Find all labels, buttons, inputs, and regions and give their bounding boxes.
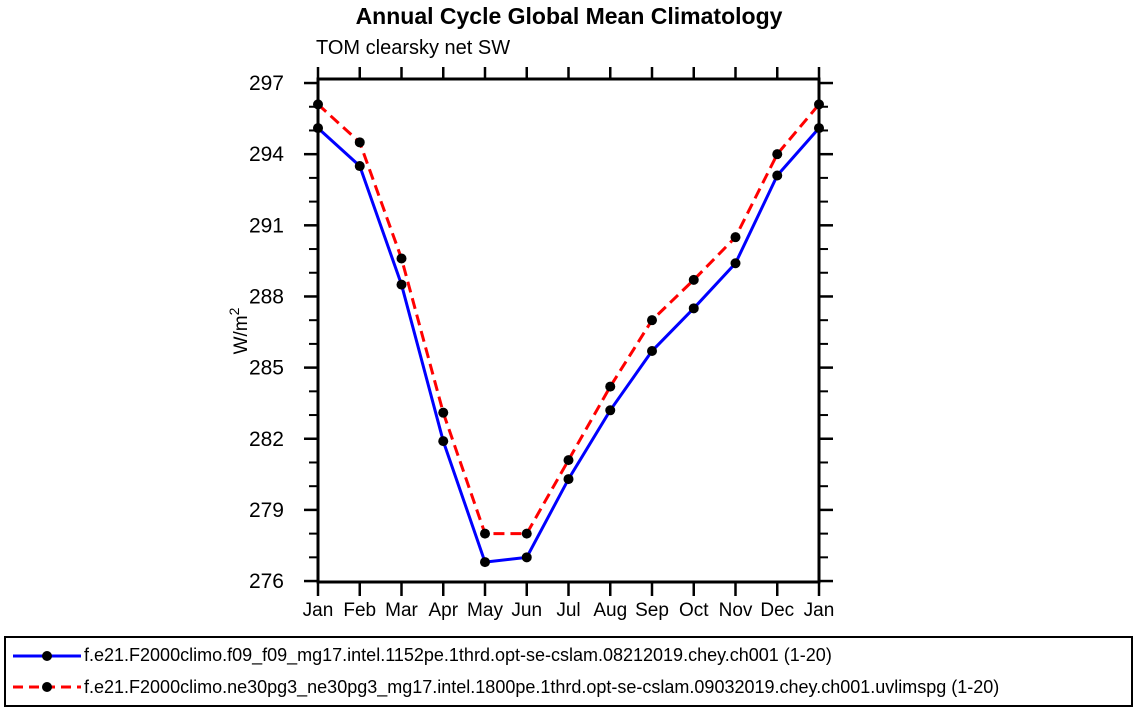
series-markers-0	[313, 123, 824, 568]
chart-subtitle: TOM clearsky net SW	[316, 37, 511, 59]
svg-text:Aug: Aug	[593, 600, 627, 621]
svg-text:282: 282	[249, 428, 284, 451]
legend-line-sample-1	[13, 682, 81, 693]
series-markers-1	[313, 99, 824, 539]
svg-text:Jan: Jan	[303, 600, 334, 621]
legend-line-sample-0	[13, 650, 81, 661]
legend-label-0: f.e21.F2000climo.f09_f09_mg17.intel.1152…	[84, 645, 832, 666]
svg-text:294: 294	[249, 143, 284, 166]
legend-marker-1	[42, 682, 52, 693]
svg-text:Oct: Oct	[679, 600, 709, 621]
svg-text:288: 288	[249, 285, 284, 308]
legend-marker-0	[42, 650, 52, 661]
svg-text:291: 291	[249, 214, 284, 237]
y-axis-label: W/m2	[226, 307, 252, 354]
plot-area: 276 279 282 285 288 291 294 297 Jan Feb Mar Apr May J…	[226, 67, 834, 621]
svg-text:Apr: Apr	[428, 600, 458, 621]
legend-item-0: f.e21.F2000climo.f09_f09_mg17.intel.1152…	[12, 642, 1131, 670]
legend-label-1: f.e21.F2000climo.ne30pg3_ne30pg3_mg17.in…	[84, 676, 1000, 697]
svg-text:279: 279	[249, 499, 284, 522]
axis-frame	[316, 77, 821, 584]
svg-text:Jun: Jun	[511, 600, 542, 621]
axis-ticks	[304, 67, 833, 596]
chart-title: Annual Cycle Global Mean Climatology	[355, 3, 783, 29]
svg-text:Sep: Sep	[635, 600, 669, 621]
svg-text:297: 297	[249, 72, 284, 95]
legend-item-1: f.e21.F2000climo.ne30pg3_ne30pg3_mg17.in…	[12, 673, 1131, 701]
svg-text:Mar: Mar	[385, 600, 418, 621]
svg-text:Jan: Jan	[804, 600, 835, 621]
svg-text:285: 285	[249, 357, 284, 380]
svg-text:Dec: Dec	[760, 600, 794, 621]
svg-text:Jul: Jul	[556, 600, 580, 621]
legend-box: f.e21.F2000climo.f09_f09_mg17.intel.1152…	[4, 636, 1133, 707]
series-line-1	[316, 103, 821, 536]
axis-tick-labels: 276 279 282 285 288 291 294 297 Jan Feb Mar Apr May J…	[249, 72, 834, 621]
svg-text:May: May	[467, 600, 503, 621]
svg-text:Nov: Nov	[719, 600, 753, 621]
series-line-0	[316, 126, 821, 564]
svg-text:Feb: Feb	[343, 600, 376, 621]
svg-text:276: 276	[249, 570, 284, 593]
